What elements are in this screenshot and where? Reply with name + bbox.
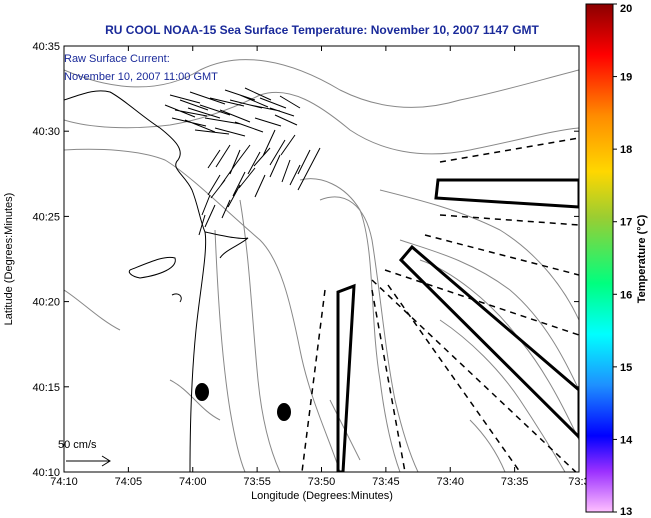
surface-current-vectors (164, 87, 321, 236)
solid-wedges (336, 178, 579, 472)
annotation-line-2: November 10, 2007 11:00 GMT (64, 71, 218, 83)
colorbar-tick-label: 13 (620, 506, 632, 518)
station-dot-1 (195, 383, 209, 401)
colorbar-label: Temperature (°C) (636, 214, 648, 303)
y-tick-label: 40:20 (32, 297, 60, 309)
scale-arrow-head (101, 455, 111, 467)
colorbar-tick-label: 18 (620, 144, 632, 156)
map-title: RU COOL NOAA-15 Sea Surface Temperature:… (105, 23, 539, 37)
y-tick-label: 40:30 (32, 126, 60, 138)
y-tick-label: 40:25 (32, 211, 60, 223)
x-axis-label: Longitude (Degrees:Minutes) (251, 490, 393, 502)
colorbar-tick-label: 14 (620, 434, 633, 446)
x-tick-label: 74:10 (50, 476, 78, 488)
x-tick-label: 73:35 (501, 476, 529, 488)
annotation-line-1: Raw Surface Current: (64, 53, 170, 65)
x-tick-label: 74:00 (179, 476, 207, 488)
x-tick-label: 73:45 (372, 476, 400, 488)
colorbar (585, 3, 614, 513)
x-axis-ticks: 74:10 74:05 74:00 73:55 73:50 73:45 73:40 73:35… (50, 46, 590, 488)
dashed-lines (301, 137, 579, 472)
y-tick-label: 40:35 (32, 41, 60, 53)
y-tick-label: 40:15 (32, 382, 60, 394)
x-tick-label: 73:55 (243, 476, 271, 488)
colorbar-tick-label: 17 (620, 217, 632, 229)
station-dot-2 (277, 403, 291, 421)
plot-area (64, 46, 579, 472)
colorbar-tick-label: 16 (620, 289, 632, 301)
y-tick-label: 40:10 (32, 467, 60, 479)
x-tick-label: 73:50 (308, 476, 336, 488)
scale-label: 50 cm/s (58, 439, 97, 451)
colorbar-ticks: 20 19 18 17 16 15 14 13 (613, 3, 633, 518)
y-axis-label: Latitude (Degrees:Minutes) (3, 193, 15, 326)
x-tick-label: 74:05 (115, 476, 143, 488)
colorbar-tick-label: 20 (620, 3, 632, 15)
x-tick-label: 73:40 (436, 476, 464, 488)
colorbar-tick-label: 19 (620, 72, 632, 84)
coastline (64, 90, 249, 472)
y-axis-ticks: 40:35 40:30 40:25 40:20 40:15 40:10 (32, 41, 579, 479)
x-tick-label: 73:3 (568, 476, 589, 488)
colorbar-tick-label: 15 (620, 362, 632, 374)
